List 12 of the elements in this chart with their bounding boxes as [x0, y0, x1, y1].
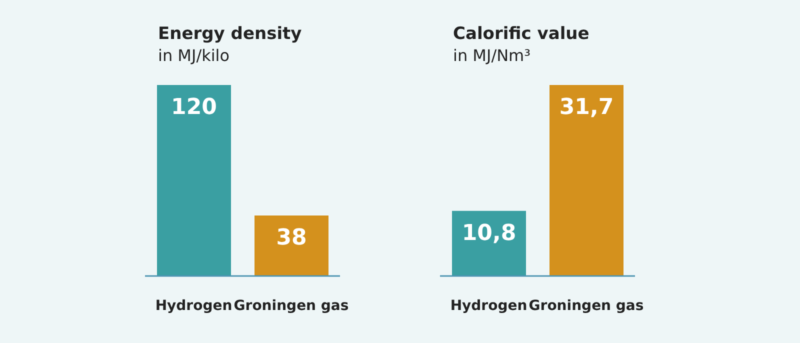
- chart-title: Calorific value: [453, 24, 590, 45]
- x-tick-label: Groningen gas: [234, 298, 349, 314]
- chart-subtitle: in MJ/Nm³: [453, 45, 532, 66]
- data-label: 10,8: [462, 220, 516, 246]
- data-label: 38: [276, 226, 307, 251]
- x-tick-label: Groningen gas: [528, 298, 644, 314]
- chart-title: Energy density: [158, 24, 302, 45]
- data-label: 31,7: [559, 95, 614, 120]
- chart-subtitle: in MJ/kilo: [158, 45, 231, 66]
- x-tick-label: Hydrogen: [155, 298, 232, 314]
- x-tick-label: Hydrogen: [450, 298, 528, 314]
- data-label: 120: [171, 95, 217, 120]
